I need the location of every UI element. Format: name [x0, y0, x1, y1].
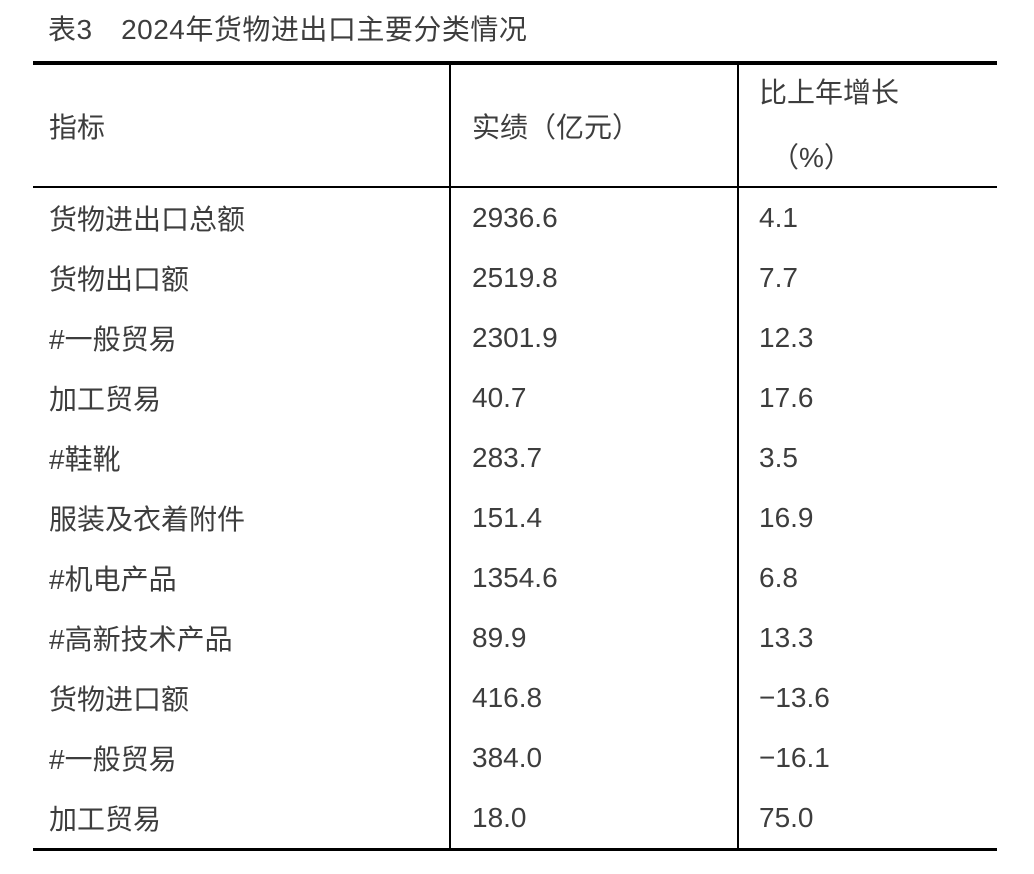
cell-growth: 75.0	[737, 788, 997, 848]
cell-indicator: 货物进出口总额	[49, 204, 246, 235]
cell-value: 2519.8	[449, 248, 737, 308]
cell-growth: 16.9	[737, 488, 997, 548]
table-row: 服装及衣着附件 151.4 16.9	[33, 488, 997, 548]
cell-growth: 7.7	[737, 248, 997, 308]
cell-value: 416.8	[449, 668, 737, 728]
cell-indicator: 加工贸易	[49, 384, 162, 415]
cell-value: 89.9	[449, 608, 737, 668]
cell-growth: 13.3	[737, 608, 997, 668]
cell-indicator: #鞋靴	[49, 444, 121, 475]
header-growth-line2: （%）	[771, 142, 852, 173]
cell-indicator: #一般贸易	[49, 324, 177, 355]
cell-indicator: 货物进口额	[49, 684, 190, 715]
cell-value: 2301.9	[449, 308, 737, 368]
table-body: 货物进出口总额 2936.6 4.1 货物出口额 2519.8 7.7 #一般贸易 2301.…	[33, 188, 997, 848]
table-row: 货物进出口总额 2936.6 4.1	[33, 188, 997, 248]
table-row: #高新技术产品 89.9 13.3	[33, 608, 997, 668]
cell-indicator: 服装及衣着附件	[49, 504, 246, 535]
cell-value: 1354.6	[449, 548, 737, 608]
page-title: 表3 2024年货物进出口主要分类情况	[48, 14, 528, 45]
header-growth: 比上年增长 （%）	[737, 65, 997, 186]
table-row: #鞋靴 283.7 3.5	[33, 428, 997, 488]
table-row: #机电产品 1354.6 6.8	[33, 548, 997, 608]
cell-growth: 12.3	[737, 308, 997, 368]
cell-value: 283.7	[449, 428, 737, 488]
table-row: #一般贸易 384.0 −16.1	[33, 728, 997, 788]
cell-value: 384.0	[449, 728, 737, 788]
cell-indicator: #一般贸易	[49, 744, 177, 775]
cell-value: 40.7	[449, 368, 737, 428]
cell-value: 18.0	[449, 788, 737, 848]
table-row: 加工贸易 18.0 75.0	[33, 788, 997, 848]
cell-indicator: #机电产品	[49, 564, 177, 595]
cell-growth: −13.6	[737, 668, 997, 728]
table-row: #一般贸易 2301.9 12.3	[33, 308, 997, 368]
cell-growth: 17.6	[737, 368, 997, 428]
cell-growth: 4.1	[737, 188, 997, 248]
table-header-row: 指标 实绩（亿元） 比上年增长 （%）	[33, 65, 997, 188]
header-growth-line1: 比上年增长	[759, 77, 900, 108]
cell-value: 151.4	[449, 488, 737, 548]
cell-growth: 3.5	[737, 428, 997, 488]
cell-indicator: 加工贸易	[49, 804, 162, 835]
cell-growth: 6.8	[737, 548, 997, 608]
header-value: 实绩（亿元）	[449, 65, 737, 186]
cell-value: 2936.6	[449, 188, 737, 248]
header-indicator: 指标	[49, 111, 106, 143]
cell-growth: −16.1	[737, 728, 997, 788]
table-row: 货物出口额 2519.8 7.7	[33, 248, 997, 308]
cell-indicator: #高新技术产品	[49, 624, 233, 655]
table-row: 货物进口额 416.8 −13.6	[33, 668, 997, 728]
table-row: 加工贸易 40.7 17.6	[33, 368, 997, 428]
trade-table: 指标 实绩（亿元） 比上年增长 （%） 货物进出口总额 2936.6 4.1 货物出口…	[33, 61, 997, 851]
cell-indicator: 货物出口额	[49, 264, 190, 295]
